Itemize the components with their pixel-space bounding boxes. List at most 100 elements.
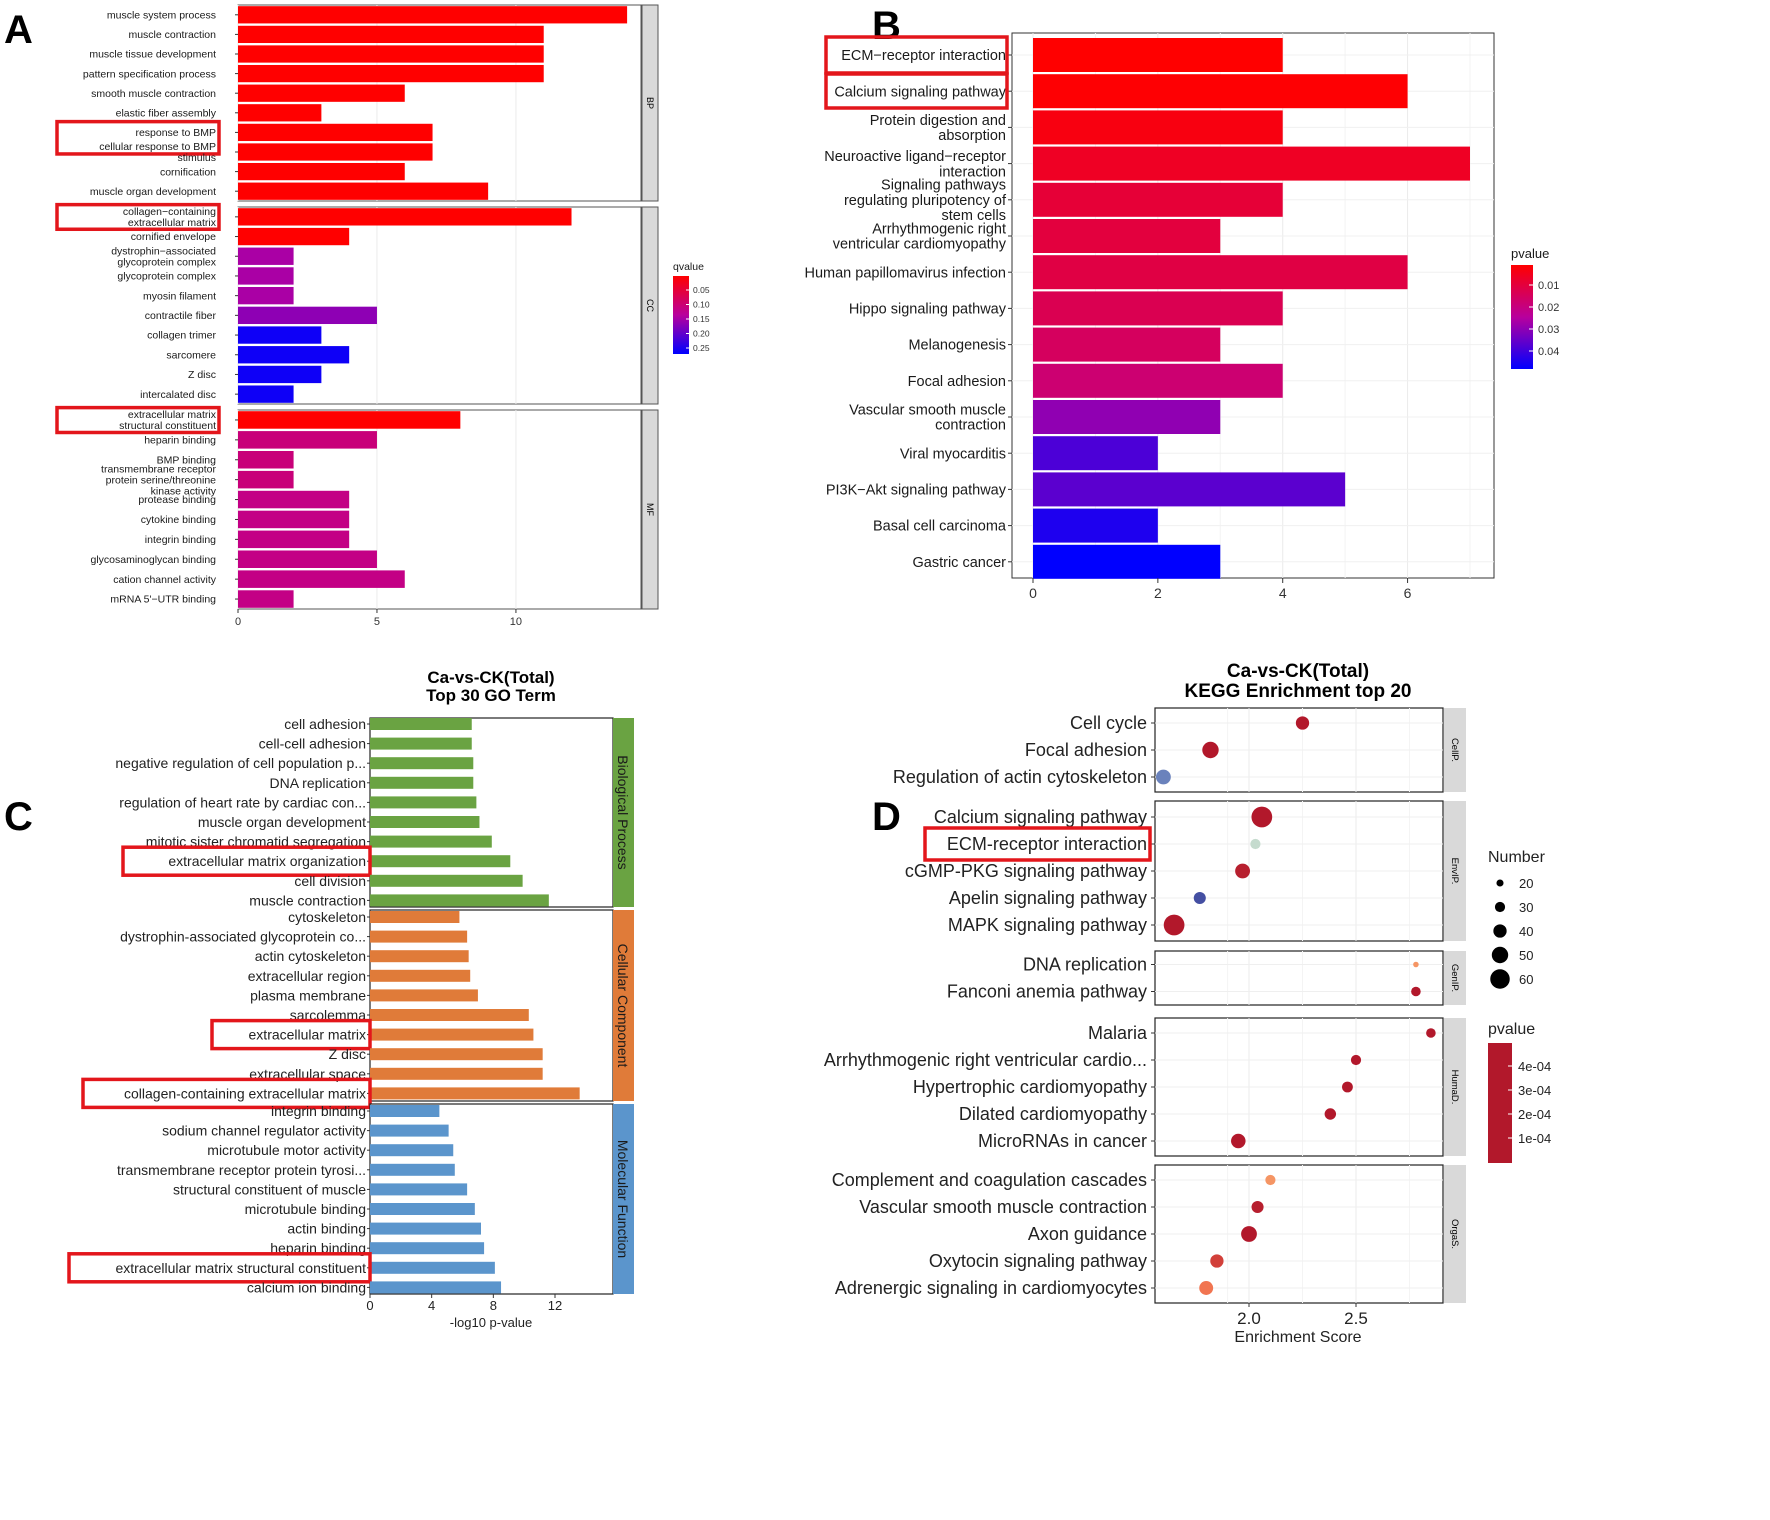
group-strip-label: Biological Process [615,755,631,869]
x-tick-label: 6 [1404,585,1412,601]
y-tick-label: glycoprotein complex [117,271,216,283]
bar [1033,544,1221,579]
y-tick-label: kinase activity [151,485,217,497]
bar [370,816,480,828]
y-tick-label: Viral myocarditis [900,446,1006,462]
y-tick-label: glycosaminoglycan binding [91,554,217,566]
color-legend-label: 2e-04 [1518,1107,1551,1122]
highlight-box [210,1018,372,1051]
y-tick-label: Malaria [1088,1023,1148,1043]
size-legend-point [1493,924,1507,938]
y-tick-label: absorption [938,128,1006,144]
y-tick-label: contractile fiber [145,310,217,322]
bar [370,737,472,750]
bar [238,45,544,63]
highlight-box [824,72,1009,110]
y-tick-label: Z disc [329,1046,366,1062]
facet-strip [1444,951,1466,1005]
y-tick-label: Axon guidance [1028,1224,1147,1244]
bar [1033,400,1221,434]
facet-strip [641,206,659,405]
y-tick-label: dystrophin-associated glycoprotein co... [120,929,366,945]
bar [238,346,350,364]
y-tick-label: Hypertrophic cardiomyopathy [913,1077,1147,1097]
y-tick-label: pattern specification process [83,68,216,80]
data-point [1231,1133,1246,1149]
x-tick-label: 0 [235,616,241,628]
highlight-box [55,202,221,232]
bar [238,490,350,509]
y-tick-label: Calcium signaling pathway [834,84,1006,100]
x-tick-label: 0 [366,1298,373,1313]
y-tick-label: Gastric cancer [913,555,1007,571]
x-tick-label: 5 [374,616,380,628]
y-tick-label: muscle organ development [198,814,366,830]
y-tick-label: Neuroactive ligand−receptor [824,149,1006,165]
bar [238,530,350,549]
y-tick-label: glycoprotein complex [117,256,216,268]
facet-strip-label: HumaD. [1449,1070,1460,1105]
data-point [1426,1028,1436,1038]
x-tick-label: 4 [1279,585,1287,601]
bar [370,1261,495,1274]
y-tick-label: microtubule binding [245,1201,366,1217]
facet-strip-label: CellP. [1449,738,1460,762]
data-point [1413,961,1419,968]
facet-strip [1444,708,1466,792]
y-tick-label: regulation of heart rate by cardiac con.… [119,794,366,810]
bar [370,989,478,1002]
y-tick-label: elastic fiber assembly [116,107,217,119]
bar [370,1028,534,1041]
bar [370,1067,543,1080]
bar [370,969,471,982]
bar [238,162,405,181]
chart-title: KEGG Enrichment top 20 [1185,681,1412,702]
y-tick-label: Focal adhesion [1025,740,1147,760]
facet-strip [641,409,659,610]
y-tick-label: cGMP-PKG signaling pathway [905,861,1147,881]
bar [1033,327,1221,362]
y-tick-label: integrin binding [271,1103,366,1119]
size-legend-point [1490,969,1510,989]
facet-strip-label: BP [645,97,655,109]
group-strip-label: Molecular Function [615,1140,631,1258]
y-tick-label: Melanogenesis [908,338,1006,354]
bar [370,1144,454,1157]
bar [238,182,489,200]
y-tick-label: sarcomere [166,349,216,361]
y-tick-label: intercalated disc [140,389,216,401]
size-legend-title: Number [1488,849,1546,866]
y-tick-label: cell adhesion [284,716,366,732]
bar [370,796,477,809]
bar [238,247,294,265]
group-strip [613,1104,634,1294]
bar [1033,436,1158,471]
y-tick-label: integrin binding [145,534,216,546]
y-tick-label: protease binding [138,494,216,506]
bar [370,1124,449,1137]
facet-strip-label: GenIP. [1449,964,1460,992]
chart-title: Top 30 GO Term [426,686,556,705]
bar [238,550,377,569]
y-tick-label: regulating pluripotency of [844,193,1007,209]
y-tick-label: DNA replication [1023,955,1147,975]
size-legend-label: 40 [1519,924,1533,939]
bar [238,306,377,325]
bar [370,930,468,943]
legend-title: qvalue [673,261,704,273]
y-tick-label: MAPK signaling pathway [948,915,1147,935]
size-legend-point [1494,901,1506,913]
bar [238,286,294,305]
bar [370,911,460,923]
bar [238,143,433,161]
data-point [1241,1226,1257,1242]
legend-tick-label: 0.03 [1538,324,1559,336]
bar [370,950,469,963]
bar [238,510,350,529]
bar [370,1048,543,1061]
bar [1033,255,1408,290]
y-tick-label: cell division [294,873,366,889]
y-tick-label: sodium channel regulator activity [162,1123,366,1139]
bar [238,431,377,449]
bar [1033,146,1470,181]
